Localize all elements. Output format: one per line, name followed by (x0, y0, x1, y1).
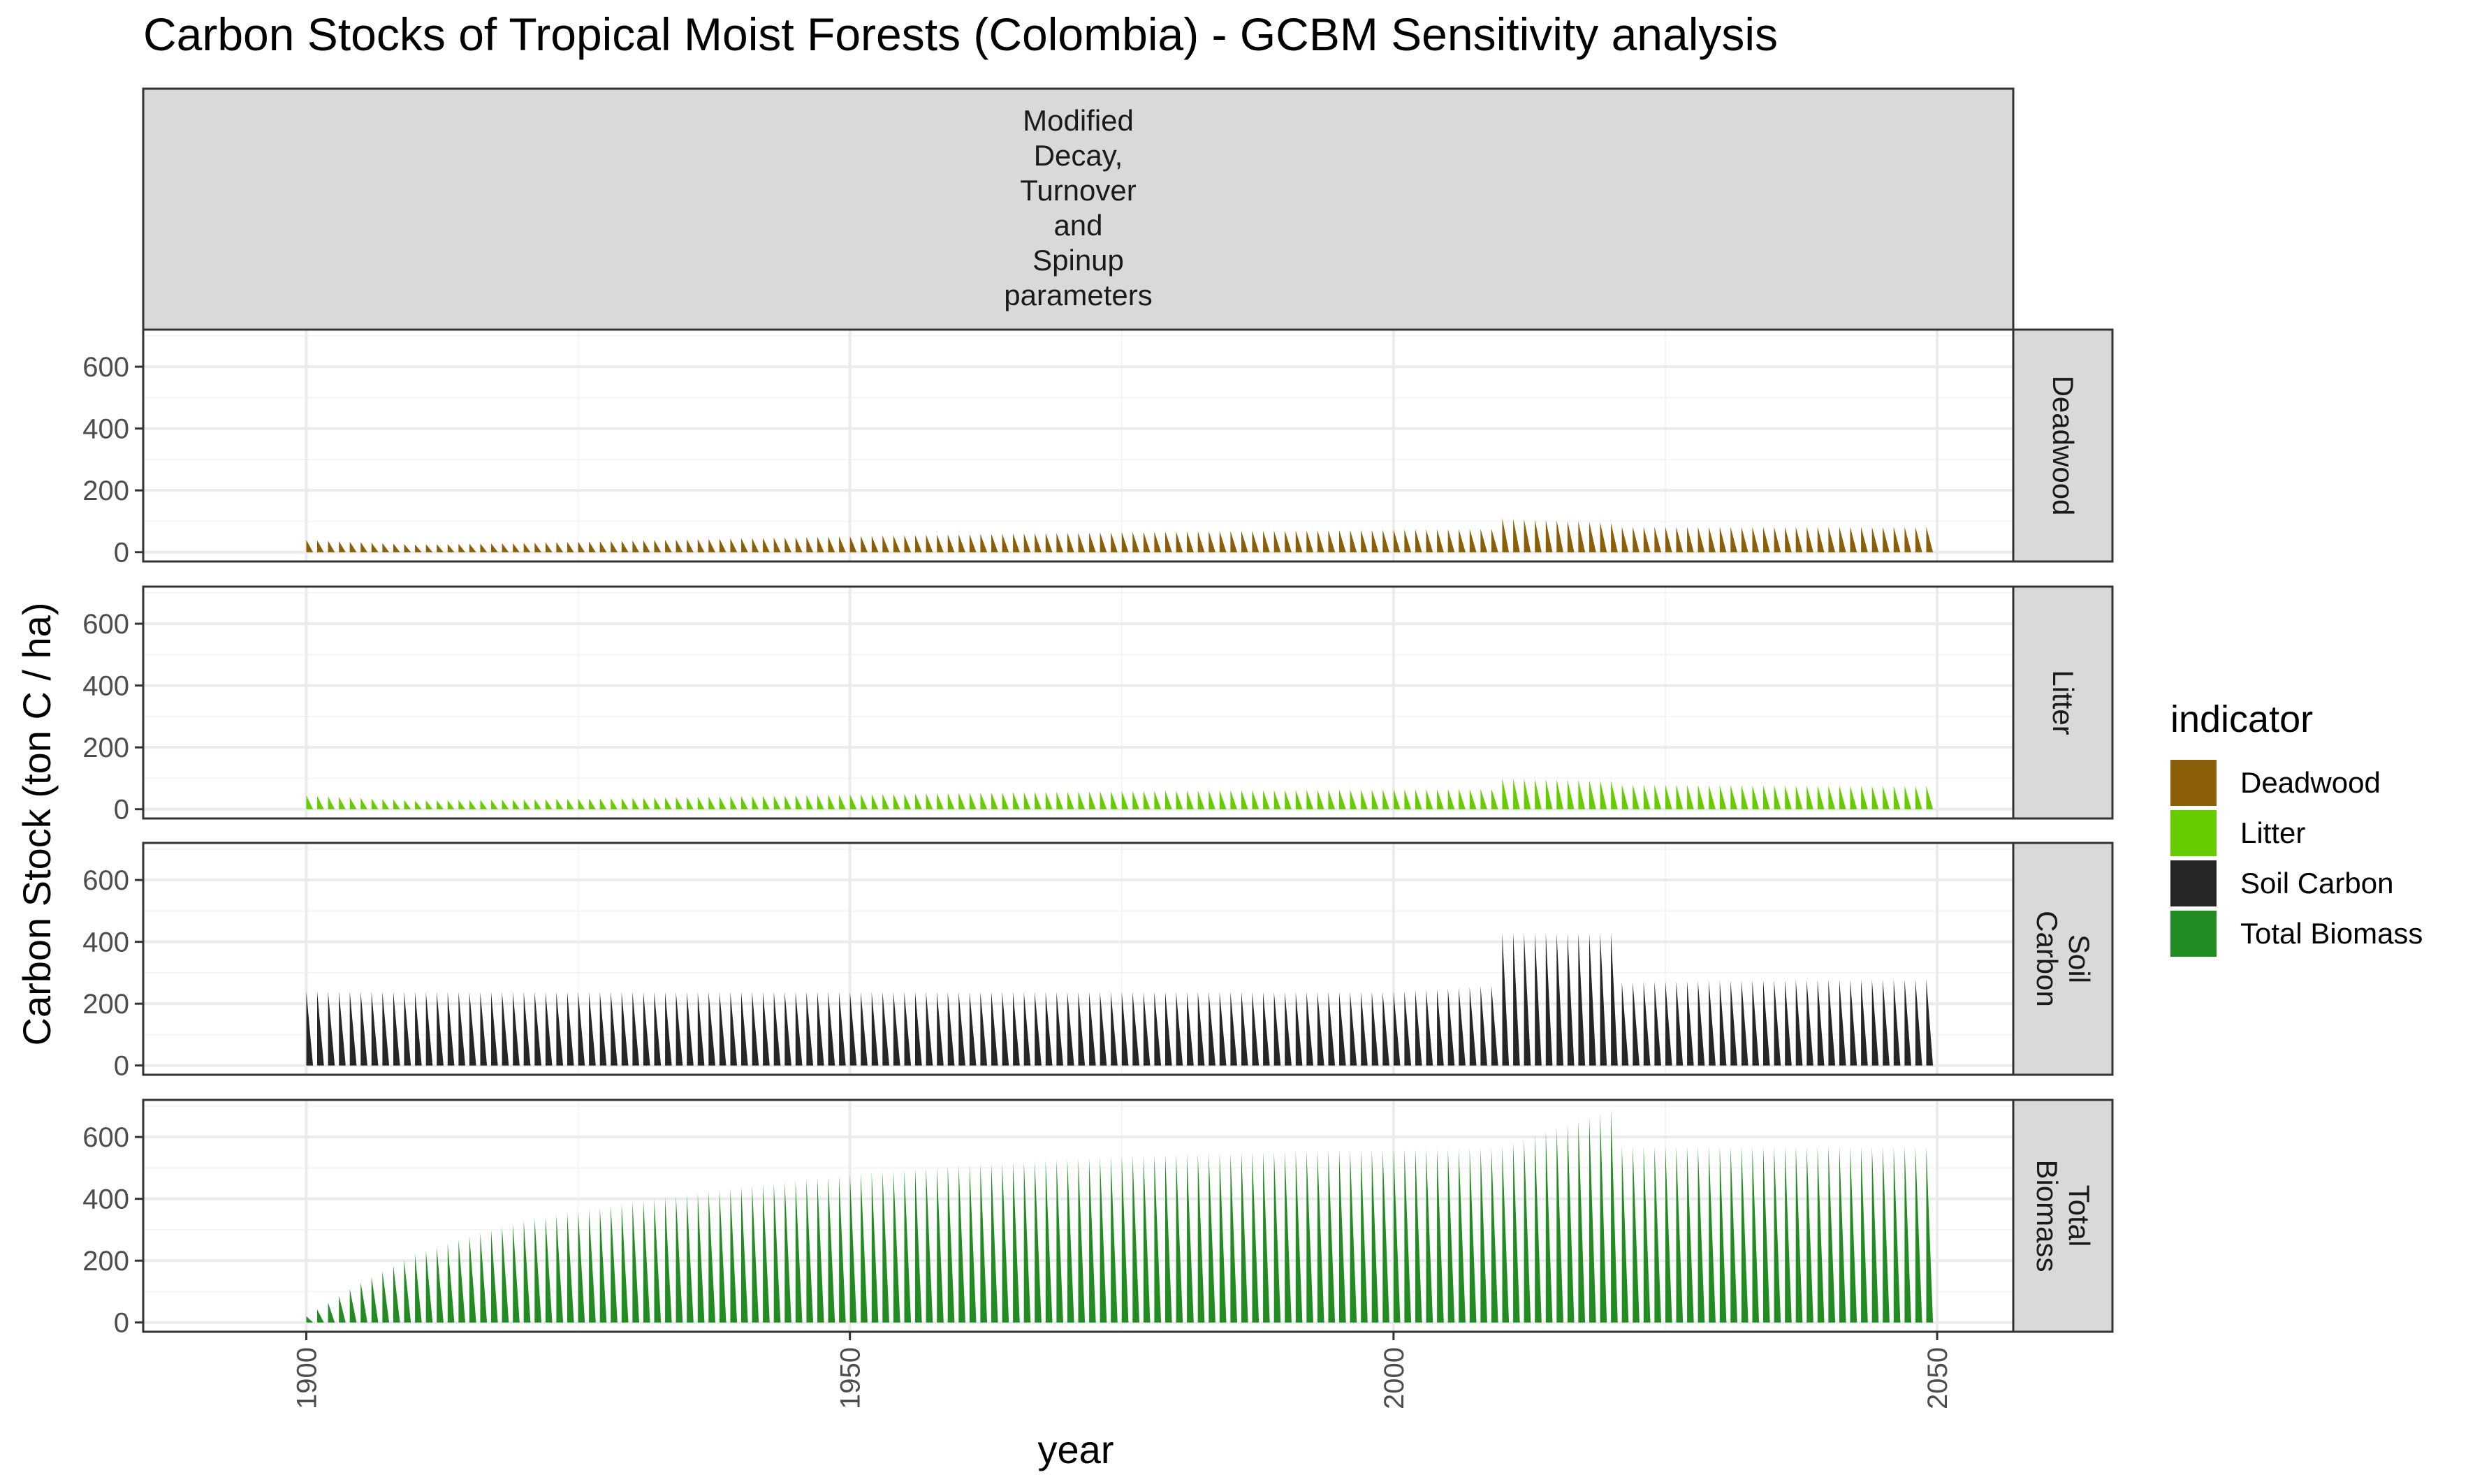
y-tick-label: 600 (82, 1122, 129, 1153)
y-tick-label: 0 (114, 1308, 129, 1339)
y-axis-label: Carbon Stock (ton C / ha) (15, 603, 59, 1046)
legend-label: Total Biomass (2240, 917, 2423, 950)
facet-panels: 0 200 400 600 Deadwood 0 200 400 600 Litter 0 200 40… (82, 328, 2114, 1339)
legend-label: Deadwood (2240, 766, 2381, 799)
facet-row-label: Deadwood (2047, 376, 2080, 516)
x-tick-label: 2050 (1922, 1347, 1953, 1409)
x-tick-label: 1900 (291, 1347, 322, 1409)
y-tick-label: 600 (82, 609, 129, 640)
facet-column-strip-box (142, 87, 2015, 331)
panel-background (143, 330, 2013, 561)
x-axis: 1900 1950 2000 2050 (291, 1332, 1953, 1409)
series-area-deadwood (306, 518, 1934, 552)
y-tick-label: 0 (114, 1051, 129, 1082)
legend-label: Litter (2240, 816, 2305, 849)
series-area-total-biomass (306, 1109, 1934, 1323)
facet-row-label: Litter (2047, 670, 2080, 735)
y-tick-label: 400 (82, 671, 129, 702)
y-tick-label: 200 (82, 733, 129, 763)
facet-column-label: Modified Decay, Turnover and Spinup parameter… (1004, 104, 1152, 311)
facet-row-label: TotalBiomass (2031, 1159, 2096, 1272)
facet-panel-total-biomass: 0 200 400 600 TotalBiomass (82, 1099, 2114, 1339)
x-tick-label: 1950 (835, 1347, 866, 1409)
legend-title: indicator (2170, 698, 2313, 740)
series-area-litter (306, 778, 1934, 809)
y-tick-label: 0 (114, 795, 129, 825)
y-tick-label: 600 (82, 865, 129, 896)
legend: indicator Deadwood Litter Soil Carbon Total … (2170, 698, 2423, 957)
legend-key-deadwood (2170, 760, 2217, 806)
y-tick-label: 200 (82, 476, 129, 506)
x-axis-label: year (1038, 1427, 1114, 1471)
x-tick-label: 2000 (1379, 1347, 1410, 1409)
facet-column-strip: Modified Decay, Turnover and Spinup parameter… (142, 87, 2015, 331)
y-tick-label: 400 (82, 414, 129, 445)
facet-panel-deadwood: 0 200 400 600 Deadwood (82, 328, 2114, 568)
facet-panel-soil-carbon: 0 200 400 600 SoilCarbon (82, 842, 2114, 1082)
facet-row-strip (2012, 585, 2114, 820)
y-tick-label: 600 (82, 352, 129, 383)
y-tick-label: 400 (82, 1184, 129, 1215)
legend-key-total-biomass (2170, 911, 2217, 957)
facet-panel-litter: 0 200 400 600 Litter (82, 585, 2114, 825)
chart-title: Carbon Stocks of Tropical Moist Forests … (143, 8, 1778, 60)
panel-background (143, 587, 2013, 818)
facet-row-strip (2012, 1099, 2114, 1333)
y-tick-label: 200 (82, 989, 129, 1020)
legend-label: Soil Carbon (2240, 867, 2393, 899)
facet-row-strip (2012, 328, 2114, 563)
y-tick-label: 400 (82, 927, 129, 958)
facet-row-strip (2012, 842, 2114, 1076)
series-area-soil-carbon (306, 932, 1934, 1066)
y-tick-label: 0 (114, 538, 129, 568)
y-tick-label: 200 (82, 1246, 129, 1277)
legend-key-litter (2170, 810, 2217, 856)
legend-key-soil-carbon (2170, 860, 2217, 906)
facet-row-label: SoilCarbon (2031, 911, 2096, 1007)
